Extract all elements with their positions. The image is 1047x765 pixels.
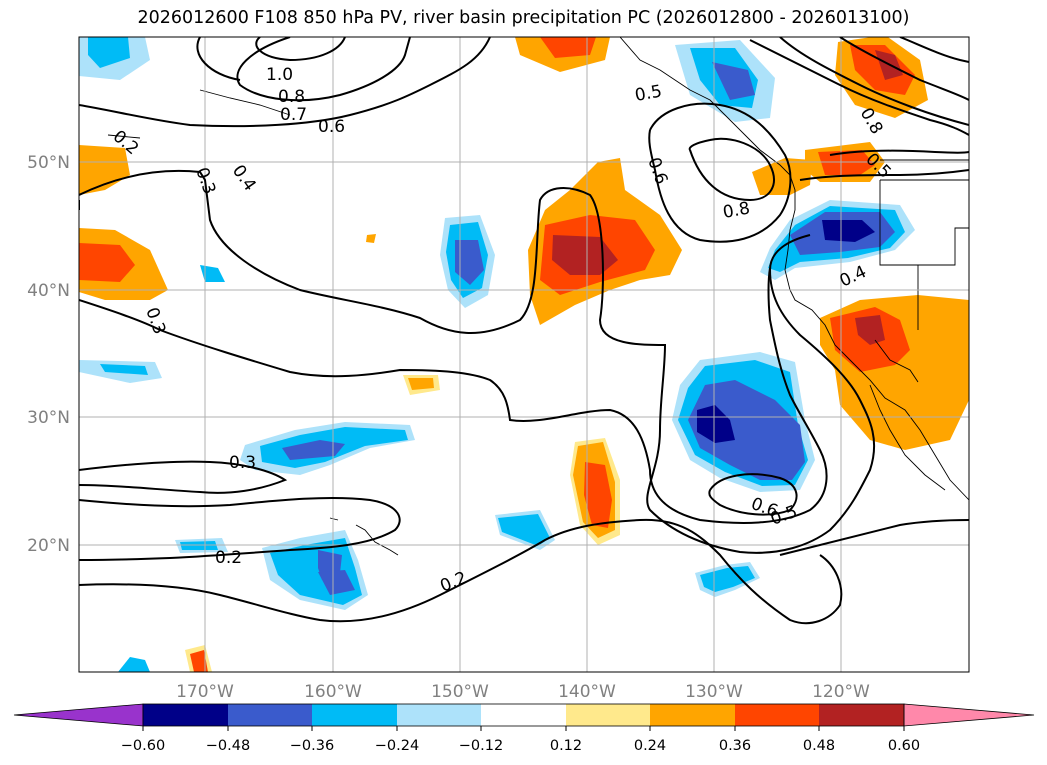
lat-label: 50°N [27,153,70,173]
colorbar-extend-max [903,703,1035,727]
contour-label: 0.3 [191,165,219,197]
map-frame [78,36,970,673]
lat-label: 30°N [27,408,70,428]
contour-label: 0.7 [280,105,307,125]
colorbar-tick: 0.48 [803,738,835,754]
map-title: 2026012600 F108 850 hPa PV, river basin … [137,8,910,28]
lat-labels: 50°N 40°N 30°N 20°N [27,153,70,556]
contour-label: 0.2 [215,548,242,568]
colorbar-tick: −0.24 [375,738,419,754]
contour-label: 0.3 [229,453,256,473]
contour-label: 0.4 [837,262,870,292]
contour-label: 0.8 [721,199,751,223]
lon-label: 130°W [685,682,743,702]
lon-label: 120°W [812,682,870,702]
lon-label: 150°W [431,682,489,702]
colorbar-tick: 0.60 [888,738,920,754]
colorbar-segment [143,704,228,726]
colorbar-tick: 0.24 [634,738,666,754]
lon-label: 160°W [304,682,362,702]
colorbar-segment [819,704,904,726]
lon-label: 170°W [176,682,234,702]
contour-label: 1.0 [266,65,293,85]
contour-label: 0.2 [437,568,470,597]
contour-label: 0.6 [318,117,345,137]
precip-shading [79,37,969,672]
colorbar-tick: −0.48 [206,738,250,754]
colorbar-tick: 0.36 [719,738,751,754]
contour-label: 0.5 [633,82,663,106]
colorbar-segment [397,704,481,726]
colorbar-extend-min [13,703,144,727]
colorbar-segment [481,704,566,726]
lat-label: 20°N [27,536,70,556]
lat-label: 40°N [27,281,70,301]
colorbar-segment [650,704,735,726]
contour-label: 0.8 [278,87,305,107]
colorbar: −0.60 −0.48 −0.36 −0.24 −0.12 0.12 0.24 … [13,703,1035,754]
colorbar-segment [312,704,397,726]
colorbar-tick: 0.12 [550,738,582,754]
colorbar-segment [566,704,650,726]
pv-contours [79,37,969,625]
colorbar-tick: −0.60 [121,738,165,754]
colorbar-segment [735,704,819,726]
colorbar-tick: −0.36 [290,738,334,754]
contour-label: 0.6 [643,155,671,187]
graticule [79,37,969,672]
lon-label: 140°W [558,682,616,702]
colorbar-segment [228,704,312,726]
contour-label: 0.4 [228,161,260,195]
colorbar-tick: −0.12 [459,738,503,754]
lon-labels: 170°W 160°W 150°W 140°W 130°W 120°W [176,682,870,702]
map-area: 1.0 0.8 0.7 0.6 0.5 0.6 0.8 0.8 0.5 0.4 … [79,37,969,672]
colorbar-ticks: −0.60 −0.48 −0.36 −0.24 −0.12 0.12 0.24 … [121,738,920,754]
coastlines [107,37,969,556]
